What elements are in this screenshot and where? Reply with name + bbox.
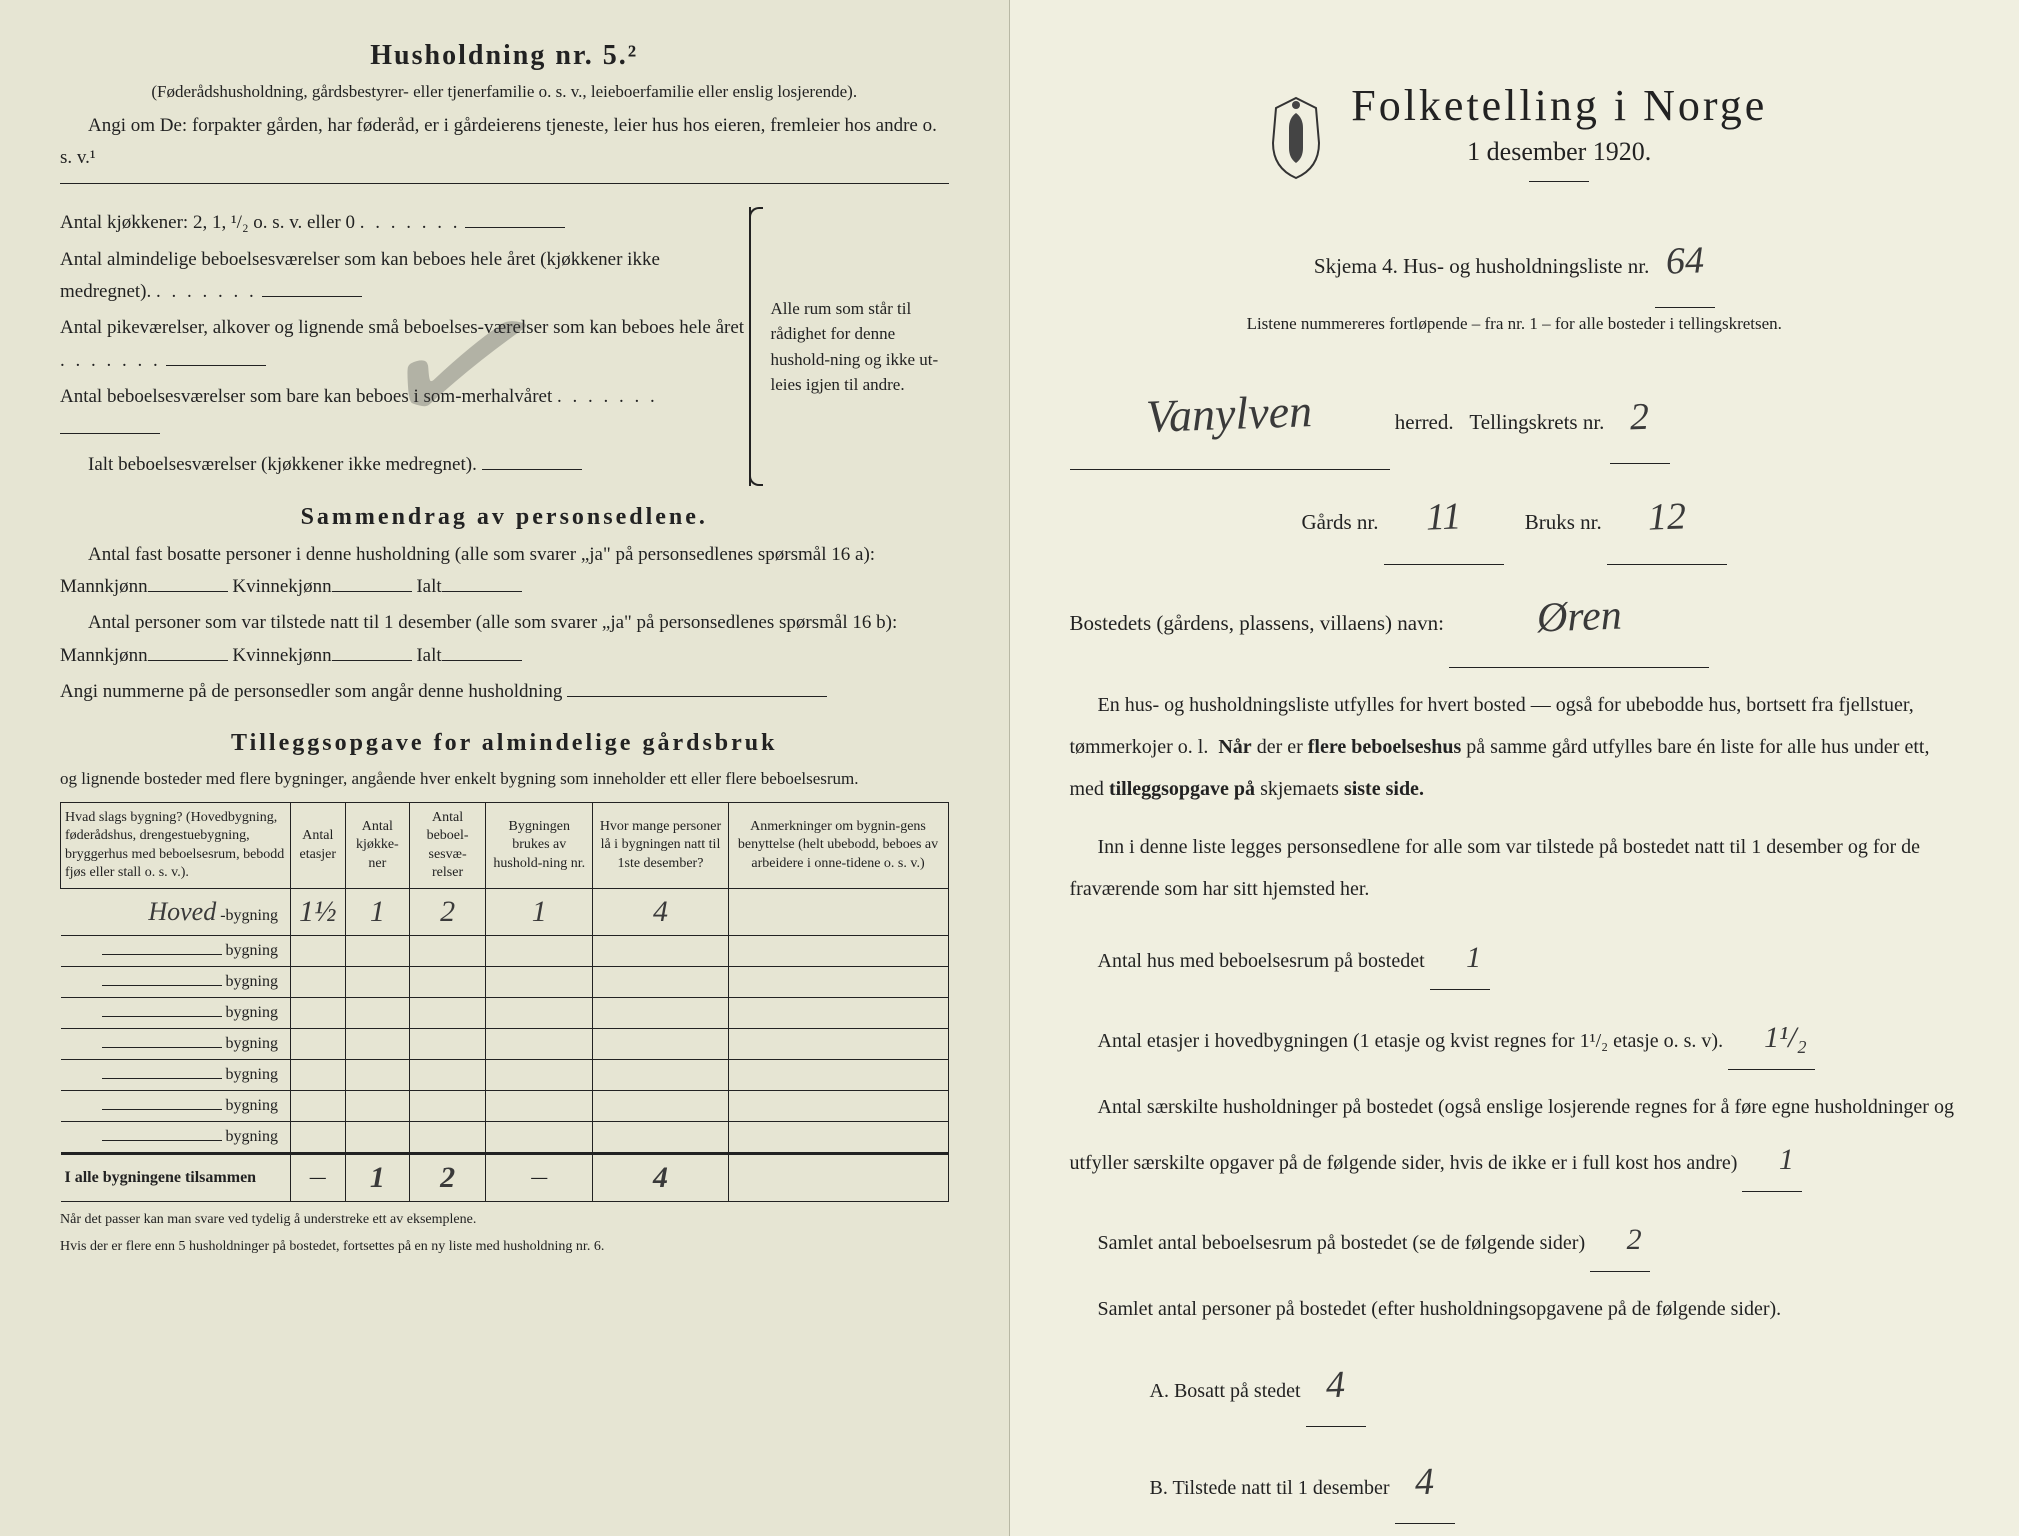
census-date: 1 desember 1920. xyxy=(1351,137,1767,167)
q3: Antal særskilte husholdninger på bostede… xyxy=(1070,1086,1960,1192)
bosted-line: Bostedets (gårdens, plassens, villaens) … xyxy=(1070,567,1960,669)
summary-2: Antal personer som var tilstede natt til… xyxy=(60,607,949,672)
para1: En hus- og husholdningsliste utfylles fo… xyxy=(1070,684,1960,810)
summary-1: Antal fast bosatte personer i denne hush… xyxy=(60,539,949,604)
household-sub1: (Føderådshusholdning, gårdsbestyrer- ell… xyxy=(60,80,949,104)
census-title: Folketelling i Norge xyxy=(1351,80,1767,131)
table-row: bygning xyxy=(61,997,949,1028)
household-sub2: Angi om De: forpakter gården, har føderå… xyxy=(60,110,949,175)
rooms-block: Antal kjøkkener: 2, 1, ¹/₂ o. s. v. elle… xyxy=(60,207,949,485)
table-row: Hoved -bygning 1½ 1 2 1 4 xyxy=(61,888,949,935)
rooms-total: Ialt beboelsesværelser (kjøkkener ikke m… xyxy=(60,449,749,481)
table-header-row: Hvad slags bygning? (Hovedbygning, føder… xyxy=(61,803,949,889)
liste-note: Listene nummereres fortløpende – fra nr.… xyxy=(1070,310,1960,339)
table-row: bygning xyxy=(61,966,949,997)
th-bygning: Hvad slags bygning? (Hovedbygning, føder… xyxy=(61,803,291,889)
para2: Inn i denne liste legges personsedlene f… xyxy=(1070,826,1960,910)
q5: Samlet antal personer på bostedet (efter… xyxy=(1070,1288,1960,1330)
q2: Antal etasjer i hovedbygningen (1 etasje… xyxy=(1070,1006,1960,1070)
th-kjokkener: Antal kjøkke-ner xyxy=(345,803,409,889)
skjema-line: Skjema 4. Hus- og husholdningsliste nr. … xyxy=(1070,216,1960,308)
footnote-2: Hvis der er flere enn 5 husholdninger på… xyxy=(60,1237,949,1257)
table-row: bygning xyxy=(61,1121,949,1153)
q5b: B. Tilstede natt til 1 desember 4 xyxy=(1070,1443,1960,1524)
rule xyxy=(60,182,949,184)
title-rule xyxy=(1529,181,1589,182)
q5a: A. Bosatt på stedet 4 xyxy=(1070,1346,1960,1427)
right-page: Folketelling i Norge 1 desember 1920. Sk… xyxy=(1010,0,2019,1536)
th-husholdning: Bygningen brukes av hushold-ning nr. xyxy=(486,803,593,889)
table-row: bygning xyxy=(61,935,949,966)
rooms1: Antal almindelige beboelsesværelser som … xyxy=(60,244,749,309)
left-page: Husholdning nr. 5.² (Føderådshusholdning… xyxy=(0,0,1010,1536)
table-total-row: I alle bygningene tilsammen — 1 2 — 4 xyxy=(61,1153,949,1201)
th-anm: Anmerkninger om bygnin-gens benyttelse (… xyxy=(728,803,948,889)
summary-3: Angi nummerne på de personsedler som ang… xyxy=(60,676,949,708)
th-personer: Hvor mange personer lå i bygningen natt … xyxy=(593,803,728,889)
suppl-title: Tilleggsopgave for almindelige gårdsbruk xyxy=(60,730,949,757)
table-row: bygning xyxy=(61,1059,949,1090)
coat-of-arms-icon xyxy=(1261,93,1331,183)
q4: Samlet antal beboelsesrum på bostedet (s… xyxy=(1070,1208,1960,1272)
th-etasjer: Antal etasjer xyxy=(291,803,346,889)
kitchens-line: Antal kjøkkener: 2, 1, ¹/₂ o. s. v. elle… xyxy=(60,207,749,239)
census-document: Husholdning nr. 5.² (Føderådshusholdning… xyxy=(0,0,2019,1536)
rooms2: Antal pikeværelser, alkover og lignende … xyxy=(60,312,749,377)
th-beboelse: Antal beboel-sesvæ-relser xyxy=(410,803,486,889)
brace-note: Alle rum som står til rådighet for denne… xyxy=(749,207,949,485)
household-heading: Husholdning nr. 5.² xyxy=(60,40,949,72)
table-row: bygning xyxy=(61,1028,949,1059)
suppl-sub: og lignende bosteder med flere bygninger… xyxy=(60,765,949,794)
buildings-table: Hvad slags bygning? (Hovedbygning, føder… xyxy=(60,802,949,1202)
rooms3: Antal beboelsesværelser som bare kan beb… xyxy=(60,381,749,446)
footnote-1: Når det passer kan man svare ved tydelig… xyxy=(60,1210,949,1230)
summary-title: Sammendrag av personsedlene. xyxy=(60,504,949,531)
q1: Antal hus med beboelsesrum på bostedet 1 xyxy=(1070,926,1960,990)
right-header: Folketelling i Norge 1 desember 1920. xyxy=(1070,80,1960,196)
gards-line: Gårds nr. 11 Bruks nr. 12 xyxy=(1070,472,1960,564)
herred-line: Vanylven herred. Tellingskrets nr. 2 xyxy=(1070,359,1960,470)
table-row: bygning xyxy=(61,1090,949,1121)
